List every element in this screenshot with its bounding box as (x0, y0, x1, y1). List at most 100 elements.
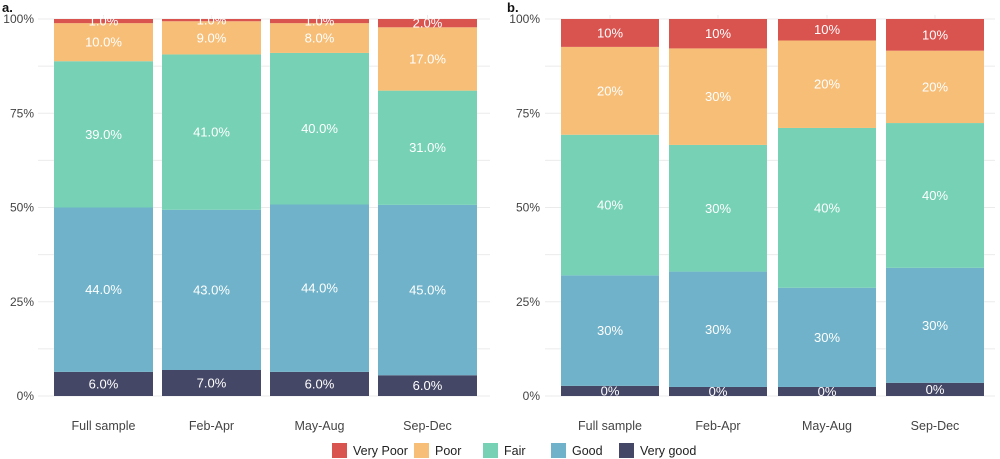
panel-a-data-label: 9.0% (197, 30, 227, 45)
legend-key-poor (414, 443, 429, 458)
panel-a-data-label: 31.0% (409, 140, 446, 155)
panel-b-data-label: 10% (922, 27, 948, 42)
panel-b-bar-poor (886, 50, 984, 124)
panel-b-bar-good (561, 275, 659, 386)
panel-a-bar-fair (270, 52, 369, 205)
panel-b-letter: b. (507, 0, 519, 15)
panel-a-letter: a. (2, 0, 13, 15)
panel-b-data-label: 0% (818, 384, 837, 399)
panel-b-bar-fair (561, 134, 659, 276)
panel-b-x-tick-label: Feb-Apr (695, 419, 740, 433)
panel-a-bar-good (54, 207, 153, 372)
panel-a-data-label: 6.0% (413, 378, 443, 393)
panel-b-bar-fair (669, 144, 767, 272)
panel-b-data-label: 0% (601, 383, 620, 398)
panel-b-bar-good (778, 287, 876, 387)
legend-key-fair (483, 443, 498, 458)
panel-a-data-label: 43.0% (193, 282, 230, 297)
panel-b-y-tick-label: 25% (516, 295, 540, 309)
panel-a-bar-very-good (162, 369, 261, 396)
panel-a-x-tick-label: Feb-Apr (189, 419, 234, 433)
panel-b-chart: b. 0% 25% 50% 75% 100% 0% 30% 40% 20% 10% Full samp… (507, 0, 995, 433)
panel-b-data-label: 20% (922, 79, 948, 94)
panel-a-y-tick-label: 0% (17, 389, 35, 403)
panel-a-bar-good (270, 204, 369, 372)
panel-b-bar-very-poor (886, 19, 984, 51)
panel-a-data-label: 1.0% (305, 14, 335, 29)
panel-a-data-label: 40.0% (301, 121, 338, 136)
legend-label: Poor (435, 444, 461, 458)
legend-key-very-poor (332, 443, 347, 458)
panel-b-data-label: 40% (597, 198, 623, 213)
panel-b-data-label: 10% (597, 25, 623, 40)
panel-b-y-tick-label: 0% (523, 389, 541, 403)
panel-a-y-tick-label: 25% (10, 295, 34, 309)
panel-a-bar-very-poor (378, 19, 477, 28)
legend: Very Poor Poor Fair Good Very good (332, 443, 696, 458)
panel-b-y-tick-label: 50% (516, 201, 540, 215)
panel-b-data-label: 40% (922, 188, 948, 203)
panel-b-bar-poor (778, 40, 876, 128)
panel-b-x-tick-label: May-Aug (802, 419, 852, 433)
panel-a-y-tick-label: 75% (10, 106, 34, 120)
panel-a-data-label: 1.0% (197, 13, 227, 28)
panel-b-bar-very-poor (669, 19, 767, 49)
panel-b-y-tick-label: 100% (509, 12, 540, 26)
panel-a-data-label: 8.0% (305, 31, 335, 46)
legend-label: Good (572, 444, 603, 458)
panel-b-data-label: 0% (926, 382, 945, 397)
panel-a-bar-poor (270, 23, 369, 53)
panel-a-x-tick-label: Full sample (72, 419, 136, 433)
panel-b-data-label: 10% (814, 22, 840, 37)
panel-b-data-label: 20% (597, 83, 623, 98)
panel-a-data-label: 6.0% (305, 376, 335, 391)
panel-b-data-label: 10% (705, 26, 731, 41)
legend-label: Very good (640, 444, 696, 458)
panel-b-data-label: 30% (705, 89, 731, 104)
panel-a-bar-poor (378, 27, 477, 91)
legend-label: Very Poor (353, 444, 408, 458)
panel-a-data-label: 41.0% (193, 125, 230, 140)
panel-a-x-tick-label: Sep-Dec (403, 419, 452, 433)
panel-a-bar-fair (54, 61, 153, 208)
panel-a-bar-fair (162, 54, 261, 210)
panel-a-data-label: 10.0% (85, 35, 122, 50)
panel-b-data-label: 30% (597, 323, 623, 338)
panel-b-bar-very-good (669, 386, 767, 396)
panel-b-bar-poor (561, 46, 659, 135)
panel-b-data-label: 30% (705, 201, 731, 216)
panel-b-data-label: 30% (705, 322, 731, 337)
panel-a-data-label: 1.0% (89, 14, 119, 29)
panel-b-bar-very-poor (561, 19, 659, 47)
panel-b-data-label: 30% (814, 330, 840, 345)
panel-a-data-label: 17.0% (409, 51, 446, 66)
panel-b-bar-very-good (778, 386, 876, 396)
panel-b-data-label: 40% (814, 200, 840, 215)
panel-a-bar-good (162, 209, 261, 370)
panel-b-bar-fair (778, 127, 876, 288)
panel-a-bar-very-good (270, 371, 369, 396)
panel-a-data-label: 2.0% (413, 16, 443, 31)
panel-a-x-tick-label: May-Aug (294, 419, 344, 433)
panel-a-bar-very-poor (270, 19, 369, 24)
panel-b-x-tick-label: Full sample (578, 419, 642, 433)
panel-b-data-label: 20% (814, 77, 840, 92)
panel-b-bar-good (669, 271, 767, 387)
panel-a-bar-very-good (54, 371, 153, 396)
panel-a-bar-good (378, 204, 477, 376)
panel-b-bar-very-good (886, 382, 984, 396)
panel-a-y-tick-label: 50% (10, 201, 34, 215)
panel-b-bar-very-poor (778, 19, 876, 41)
panel-a-chart: a. 0% 25% 50% 75% 100% 6.0% 44.0% 39.0% 10.0% 1.0%… (2, 0, 490, 433)
panel-a-data-label: 45.0% (409, 283, 446, 298)
panel-a-data-label: 44.0% (301, 281, 338, 296)
panel-a-bar-very-poor (162, 19, 261, 22)
panel-a-bar-very-poor (54, 19, 153, 24)
legend-label: Fair (504, 444, 526, 458)
panel-a-data-label: 6.0% (89, 376, 119, 391)
panel-a-data-label: 44.0% (85, 282, 122, 297)
panel-b-data-label: 30% (922, 318, 948, 333)
panel-b-bar-poor (669, 48, 767, 145)
panel-a-bar-very-good (378, 375, 477, 396)
panel-a-bar-poor (162, 21, 261, 55)
